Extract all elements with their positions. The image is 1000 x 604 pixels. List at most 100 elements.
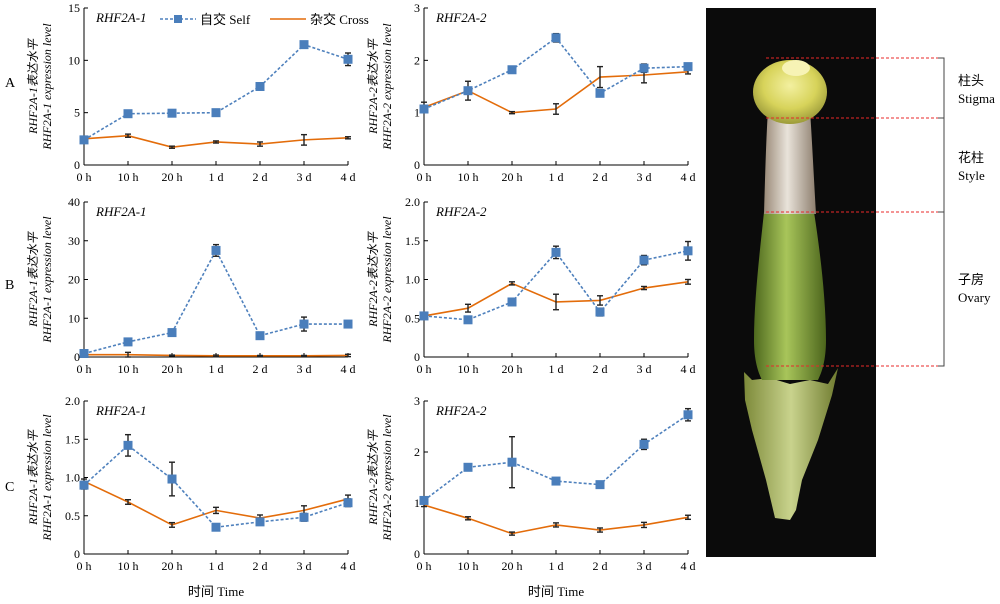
ovary-label-en: Ovary [958, 290, 991, 305]
panel-title: RHF2A-1 [95, 204, 147, 219]
x-tick-label: 1 d [209, 362, 224, 376]
self-data-point [79, 135, 89, 145]
y-axis-label-line: RHF2A-2 expression level [380, 23, 394, 151]
self-data-point [123, 440, 133, 450]
y-tick-label: 0 [414, 547, 420, 561]
x-tick-label: 10 h [118, 170, 139, 184]
y-tick-label: 2 [414, 53, 420, 67]
series-line-self [83, 43, 349, 141]
panel-title: RHF2A-2 [435, 204, 487, 219]
self-data-point [551, 247, 561, 257]
self-data-point [463, 462, 473, 472]
style-label-zh: 花柱 [958, 150, 984, 165]
y-tick-label: 1 [414, 106, 420, 120]
self-data-point [211, 108, 221, 118]
x-tick-label: 20 h [162, 362, 183, 376]
y-tick-label: 10 [68, 53, 80, 67]
y-tick-label: 3 [414, 1, 420, 15]
self-data-point [299, 319, 309, 329]
y-tick-label: 1.0 [405, 273, 420, 287]
x-tick-label: 0 h [417, 170, 432, 184]
self-data-point [595, 88, 605, 98]
self-data-point [639, 439, 649, 449]
ovary [754, 212, 826, 380]
x-tick-label: 1 d [549, 559, 564, 573]
x-tick-label: 4 d [341, 362, 356, 376]
self-data-point [507, 65, 517, 75]
x-tick-label: 3 d [637, 170, 652, 184]
ovary-label-zh: 子房 [958, 272, 984, 287]
y-tick-label: 30 [68, 234, 80, 248]
self-data-point [299, 512, 309, 522]
y-axis-label-line: RHF2A-2表达水平 [366, 37, 380, 135]
x-tick-label: 20 h [162, 559, 183, 573]
x-tick-label: 1 d [549, 170, 564, 184]
y-tick-label: 2.0 [65, 394, 80, 408]
panel-title: RHF2A-2 [435, 10, 487, 25]
self-data-point [463, 86, 473, 96]
chart-panel-0: 0 5 10 15 0 h 10 h 20 h 1 d 2 d 3 d 4 d RHF2A-1 RHF2… [26, 1, 356, 184]
x-tick-label: 0 h [417, 362, 432, 376]
self-data-point [123, 337, 133, 347]
x-tick-label: 2 d [253, 362, 268, 376]
x-tick-label: 1 d [549, 362, 564, 376]
self-data-point [255, 82, 265, 91]
x-tick-label: 4 d [681, 559, 696, 573]
self-data-point [463, 315, 473, 325]
self-data-point [551, 33, 561, 43]
x-tick-label: 1 d [209, 170, 224, 184]
chart-panel-4: 0 0.5 1.0 1.5 2.0 0 h 10 h 20 h 1 d 2 d 3 d 4 d RHF2… [26, 394, 356, 573]
receptacle [744, 368, 838, 520]
self-data-point [419, 311, 429, 321]
chart-panel-2: 0 10 20 30 40 0 h 10 h 20 h 1 d 2 d 3 d 4 d RHF2A-1 R… [26, 195, 356, 376]
x-tick-label: 3 d [297, 559, 312, 573]
panel-title: RHF2A-1 [95, 10, 147, 25]
x-tick-label: 10 h [458, 559, 479, 573]
y-axis-label-line: RHF2A-2表达水平 [366, 230, 380, 328]
style-label-en: Style [958, 168, 985, 183]
y-axis-label: RHF2A-1表达水平RHF2A-1 expression level [26, 414, 54, 542]
chart-panel-3: 0 0.5 1.0 1.5 2.0 0 h 10 h 20 h 1 d 2 d 3 d 4 d RHF2… [366, 195, 696, 376]
y-tick-label: 0.5 [405, 311, 420, 325]
series-line-self [423, 36, 689, 110]
y-tick-label: 0 [74, 158, 80, 172]
y-axis-label-line: RHF2A-2表达水平 [366, 428, 380, 526]
x-tick-label: 1 d [209, 559, 224, 573]
bracket-style [938, 117, 945, 213]
row-label-c: C [5, 480, 14, 495]
y-tick-label: 20 [68, 273, 80, 287]
legend: 自交 Self 杂交 Cross [160, 12, 369, 27]
self-data-point [79, 480, 89, 490]
x-tick-label: 3 d [297, 362, 312, 376]
self-data-point [255, 331, 265, 341]
pistil-photo [706, 8, 945, 557]
self-data-point [79, 349, 89, 359]
x-tick-label: 0 h [417, 559, 432, 573]
self-data-point [683, 410, 693, 420]
self-data-point [595, 480, 605, 490]
y-axis-label-line: RHF2A-1表达水平 [26, 428, 40, 526]
y-tick-label: 2 [414, 445, 420, 459]
row-label-b: B [5, 278, 14, 293]
x-tick-label: 2 d [253, 170, 268, 184]
style [764, 110, 816, 214]
x-tick-label: 2 d [593, 559, 608, 573]
x-tick-label: 20 h [502, 170, 523, 184]
stigma [753, 60, 827, 124]
self-data-point [167, 474, 177, 484]
self-data-point [255, 517, 265, 527]
y-tick-label: 0 [414, 350, 420, 364]
legend-self-marker [174, 15, 182, 23]
y-axis-label-line: RHF2A-2 expression level [380, 216, 394, 344]
self-data-point [639, 255, 649, 265]
x-axis-title-right: 时间 Time [528, 584, 584, 599]
legend-cross-label: 杂交 Cross [310, 12, 369, 27]
x-tick-label: 2 d [593, 170, 608, 184]
x-tick-label: 4 d [341, 559, 356, 573]
y-axis-label-line: RHF2A-1 expression level [40, 23, 54, 151]
y-tick-label: 0.5 [65, 509, 80, 523]
self-data-point [343, 498, 353, 508]
y-axis-label: RHF2A-2表达水平RHF2A-2 expression level [366, 414, 394, 542]
y-tick-label: 3 [414, 394, 420, 408]
